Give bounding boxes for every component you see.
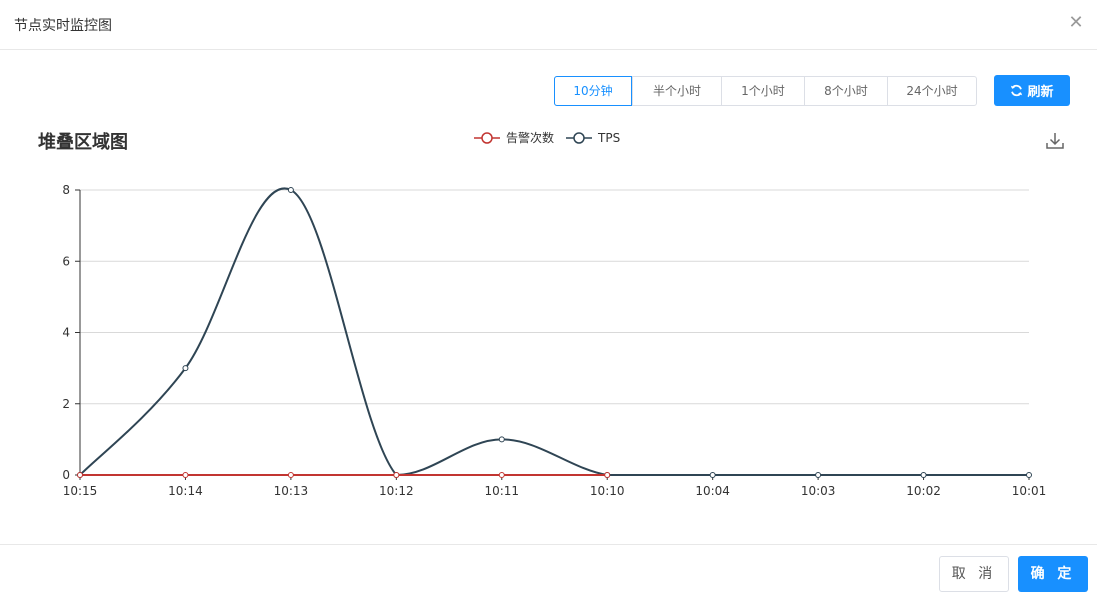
x-tick-label: 10:15 [63, 484, 98, 498]
range-8-hour-button[interactable]: 8个小时 [804, 77, 887, 105]
data-point-tps [709, 472, 716, 478]
legend-tps-label: TPS [598, 130, 621, 145]
data-point-tps [498, 436, 505, 443]
data-point-alarm [287, 472, 294, 478]
y-tick-label: 4 [62, 326, 70, 340]
data-point-alarm [604, 472, 611, 478]
y-tick-label: 2 [62, 397, 70, 411]
x-tick-label: 10:11 [484, 484, 519, 498]
x-tick-label: 10:03 [801, 484, 836, 498]
data-point-alarm [393, 472, 400, 478]
cancel-button[interactable]: 取 消 [939, 556, 1009, 592]
x-tick-label: 10:12 [379, 484, 414, 498]
legend-alarm-label: 告警次数 [506, 131, 555, 145]
y-tick-label: 6 [62, 254, 70, 268]
legend-alarm-marker-icon [474, 131, 500, 144]
data-point-tps [920, 472, 927, 478]
x-tick-label: 10:13 [274, 484, 309, 498]
legend-item-tps[interactable]: TPS [566, 131, 620, 145]
data-point-alarm [182, 472, 189, 478]
range-1-hour-button[interactable]: 1个小时 [721, 77, 804, 105]
data-point-tps [182, 365, 189, 372]
data-point-tps [815, 472, 822, 478]
chart-title: 堆叠区域图 [38, 132, 128, 153]
data-point-alarm [77, 472, 83, 478]
legend-item-alarm-count[interactable]: 告警次数 [474, 129, 554, 146]
x-tick-label: 10:02 [906, 484, 941, 498]
y-tick-label: 0 [62, 468, 70, 482]
data-point-tps [1026, 472, 1032, 478]
refresh-icon [1011, 84, 1023, 97]
x-tick-label: 10:04 [695, 484, 730, 498]
download-icon[interactable] [1045, 131, 1065, 151]
y-tick-label: 8 [62, 183, 70, 197]
data-point-alarm [498, 472, 505, 478]
x-tick-label: 10:10 [590, 484, 625, 498]
x-tick-label: 10:14 [168, 484, 203, 498]
range-10min-button[interactable]: 10分钟 [554, 76, 632, 106]
refresh-button[interactable]: 刷新 [994, 75, 1070, 106]
range-half-hour-button[interactable]: 半个小时 [632, 77, 721, 105]
line-chart: 0 2 4 6 8 10:15 10:14 10:13 10:12 10:11 10:10 10:04… [62, 183, 1047, 498]
range-24-hour-button[interactable]: 24个小时 [887, 77, 976, 105]
refresh-label: 刷新 [1027, 85, 1054, 100]
close-icon[interactable]: ✕ [1068, 12, 1084, 33]
dialog-footer [0, 544, 1097, 603]
legend-tps-marker-icon [566, 131, 593, 144]
dialog-header: 节点实时监控图 ✕ [0, 0, 1097, 50]
confirm-button[interactable]: 确 定 [1018, 556, 1088, 592]
chart-legend: 告警次数 TPS [474, 129, 632, 146]
dialog-title: 节点实时监控图 [14, 18, 112, 34]
data-point-tps [287, 187, 294, 193]
series-line-tps [79, 187, 1029, 477]
x-tick-label: 10:01 [1012, 484, 1047, 498]
time-range-selector: 10分钟 半个小时 1个小时 8个小时 24个小时 [554, 76, 977, 106]
